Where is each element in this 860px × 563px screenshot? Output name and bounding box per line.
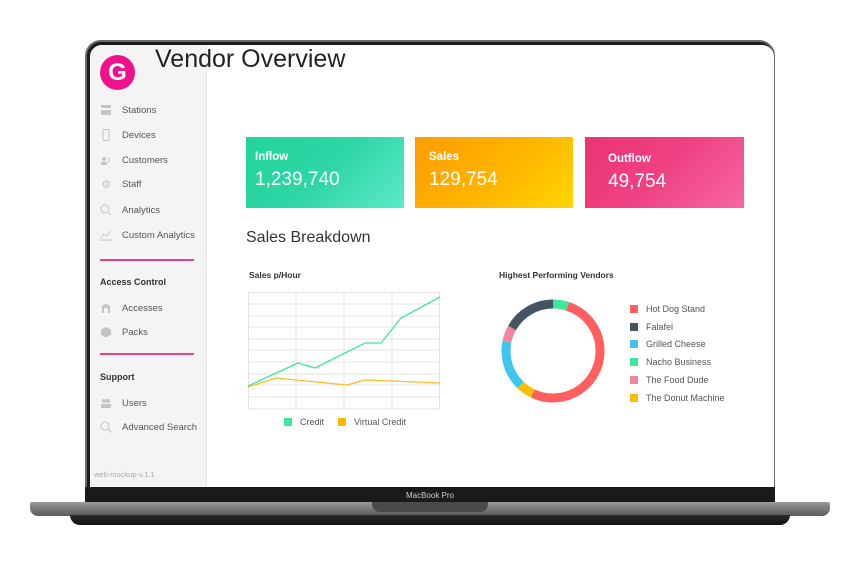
- card-label: Sales: [429, 151, 460, 163]
- card-label: Outflow: [608, 153, 651, 165]
- legend-label: Nacho Business: [646, 357, 712, 368]
- legend-label: The Food Dude: [646, 375, 709, 386]
- sidebar-item-label: Users: [122, 397, 147, 409]
- sidebar-item-devices[interactable]: Devices: [100, 126, 156, 144]
- card-value: 129,754: [429, 169, 498, 190]
- sales-per-hour-chart: [248, 292, 440, 410]
- donut-chart-title: Highest Performing Vendors: [499, 270, 614, 280]
- legend-swatch: [338, 418, 347, 426]
- sidebar-item-label: Packs: [122, 326, 148, 338]
- credit-line: [248, 296, 440, 387]
- analytics-search-icon: [100, 204, 112, 216]
- sidebar-item-label: Customers: [122, 154, 168, 166]
- gear-icon: ⚙: [101, 178, 111, 191]
- sidebar-item-customers[interactable]: Customers: [100, 151, 168, 169]
- sidebar-item-advanced-search[interactable]: Advanced Search: [100, 418, 197, 436]
- search-icon: [100, 421, 112, 433]
- store-icon: [100, 104, 112, 116]
- card-label: Inflow: [255, 151, 289, 163]
- legend-swatch: [630, 340, 638, 349]
- sidebar-item-accesses[interactable]: Accesses: [100, 299, 163, 317]
- legend-swatch: [630, 304, 638, 313]
- sidebar-item-packs[interactable]: Packs: [100, 323, 148, 341]
- card-value: 49,754: [608, 171, 667, 192]
- users-icon: [100, 397, 112, 409]
- section-title: Sales Breakdown: [246, 229, 371, 246]
- screen: G Stations Devices Customers ⚙ Staff Ana…: [90, 45, 774, 487]
- customers-icon: [100, 154, 112, 166]
- sidebar-item-label: Accesses: [122, 302, 163, 314]
- inflow-card[interactable]: Inflow 1,239,740: [246, 137, 404, 208]
- card-value: 1,239,740: [255, 169, 340, 190]
- legend-swatch: [630, 376, 638, 385]
- phone-icon: [100, 129, 112, 141]
- legend-item: Nacho Business: [630, 353, 725, 371]
- laptop-bezel-label: MacBook Pro: [85, 487, 775, 504]
- sales-card[interactable]: Sales 129,754: [415, 137, 573, 208]
- legend-swatch: [630, 393, 638, 402]
- legend-item: Hot Dog Stand: [630, 300, 725, 318]
- line-chart-icon: [100, 229, 112, 241]
- sidebar-item-staff[interactable]: ⚙ Staff: [100, 175, 141, 193]
- line-chart-legend: Credit Virtual Credit: [284, 417, 406, 427]
- legend-swatch: [630, 358, 638, 367]
- line-chart-title: Sales p/Hour: [249, 270, 301, 280]
- sidebar-item-analytics[interactable]: Analytics: [100, 201, 160, 219]
- legend-label: The Donut Machine: [646, 392, 725, 403]
- section-heading-access-control: Access Control: [100, 277, 167, 287]
- box-icon: [100, 326, 112, 338]
- sidebar-item-custom-analytics[interactable]: Custom Analytics: [100, 226, 195, 244]
- divider: [100, 353, 194, 355]
- laptop-notch: [372, 502, 488, 512]
- sidebar-item-label: Staff: [122, 178, 142, 190]
- divider: [100, 259, 194, 261]
- outflow-card[interactable]: Outflow 49,754: [585, 137, 744, 208]
- version-label: web-mockup-v.1.1: [94, 470, 155, 479]
- sidebar-item-label: Custom Analytics: [122, 229, 195, 241]
- legend-label: Falafel: [646, 321, 674, 332]
- legend-item: The Donut Machine: [630, 389, 725, 407]
- laptop-base-shadow: [70, 515, 790, 525]
- sidebar-item-label: Analytics: [122, 204, 161, 216]
- sidebar-item-label: Stations: [122, 104, 157, 116]
- app-logo[interactable]: G: [100, 55, 135, 90]
- legend-label: Hot Dog Stand: [646, 303, 706, 314]
- legend-item: Falafel: [630, 318, 725, 336]
- legend-item: Grilled Cheese: [630, 336, 725, 354]
- legend-label: Grilled Cheese: [646, 339, 706, 350]
- sidebar-item-users[interactable]: Users: [100, 394, 147, 412]
- legend-item: The Food Dude: [630, 371, 725, 389]
- legend-swatch: [630, 322, 638, 331]
- section-heading-support: Support: [100, 372, 135, 382]
- sidebar-item-stations[interactable]: Stations: [100, 101, 156, 119]
- legend-label: Credit: [300, 417, 325, 427]
- legend-swatch: [284, 418, 292, 426]
- page-title: Vendor Overview: [155, 45, 346, 73]
- virtual-credit-line: [248, 377, 440, 388]
- sidebar-item-label: Advanced Search: [122, 421, 197, 433]
- donut-chart-legend: Hot Dog Stand Falafel Grilled Cheese Nac…: [630, 300, 725, 407]
- sidebar: G Stations Devices Customers ⚙ Staff Ana…: [90, 45, 207, 487]
- legend-label: Virtual Credit: [354, 417, 406, 427]
- vendors-donut-chart: [501, 299, 605, 403]
- sidebar-item-label: Devices: [122, 129, 156, 141]
- access-icon: [100, 302, 112, 314]
